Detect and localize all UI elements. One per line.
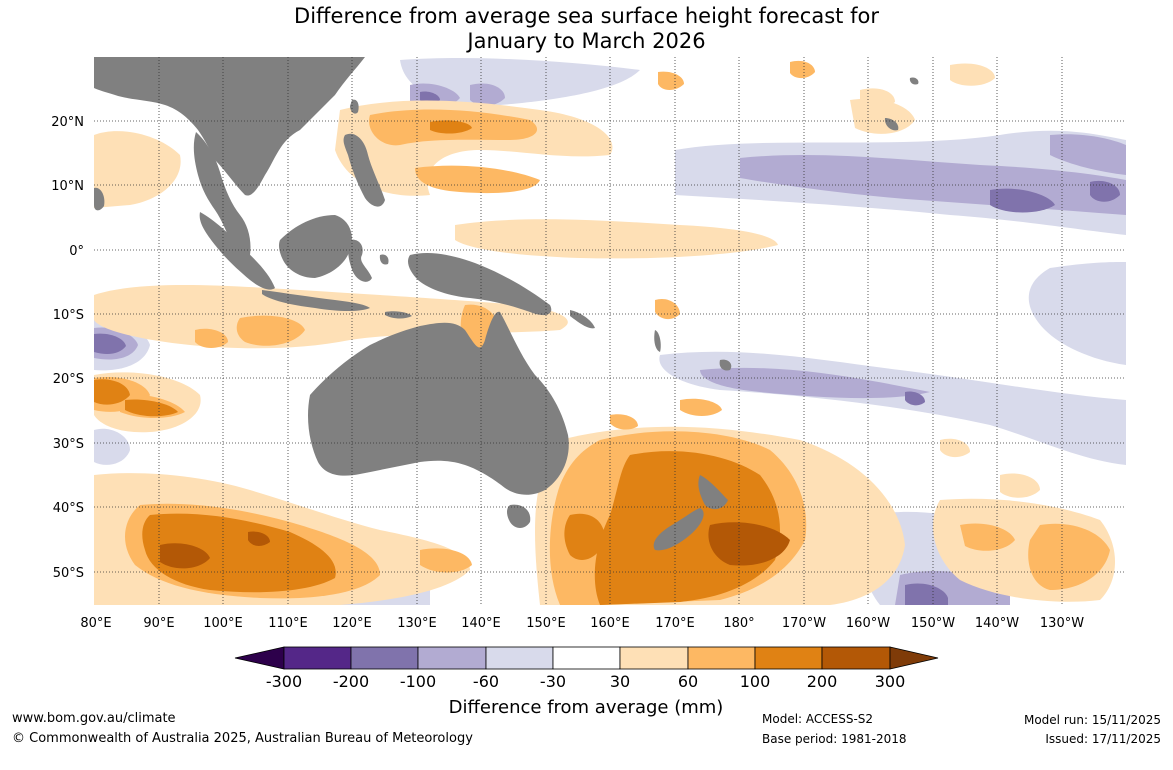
taiwan-island — [350, 99, 359, 114]
colorbar-tick-label: -300 — [266, 672, 302, 691]
colorbar-swatch — [552, 646, 621, 670]
java-island — [262, 290, 370, 311]
colorbar-tick-label: -100 — [400, 672, 436, 691]
lon-label: 170°W — [782, 616, 826, 631]
colorbar-tick-label: 300 — [875, 672, 906, 691]
lon-label: 130°E — [397, 616, 437, 631]
lon-label: 100°E — [203, 616, 243, 631]
colorbar-tick-label: -200 — [333, 672, 369, 691]
tasmania-island — [507, 504, 531, 528]
title-line-2: January to March 2026 — [467, 29, 706, 53]
new-zealand-south-island — [653, 508, 704, 551]
hawaii-islands-small — [909, 77, 919, 85]
philippines-islands — [343, 133, 385, 207]
hainan-island — [271, 127, 284, 139]
colorbar-swatch — [417, 646, 487, 670]
colorbar-tick-label: 30 — [610, 672, 630, 691]
lon-label: 180° — [723, 616, 754, 631]
lat-label: 30°S — [53, 437, 84, 452]
map-plot-area — [94, 57, 1126, 605]
latitude-labels: 20°N 10°N 0° 10°S 20°S 30°S 40°S 50°S — [51, 115, 84, 581]
asia-mainland — [94, 57, 365, 196]
lat-label: 40°S — [53, 501, 84, 516]
colorbar-swatch — [485, 646, 554, 670]
lat-label: 50°S — [53, 566, 84, 581]
hawaii-islands — [884, 118, 899, 131]
lon-label: 160°E — [590, 616, 630, 631]
colorbar: -300 -200 -100 -60 -30 30 60 100 200 300… — [234, 646, 939, 718]
lat-label: 10°S — [53, 308, 84, 323]
lon-label: 120°E — [332, 616, 372, 631]
lat-label: 0° — [69, 244, 84, 259]
sumatra-island — [199, 212, 275, 290]
lat-label: 20°N — [51, 115, 84, 130]
anomaly-band-pos-darkest — [160, 522, 790, 569]
colorbar-title: Difference from average (mm) — [449, 697, 724, 718]
title-line-1: Difference from average sea surface heig… — [294, 4, 879, 28]
model-run-date: Model run: 15/11/2025 — [1023, 713, 1161, 727]
colorbar-swatch — [619, 646, 689, 670]
sulawesi-island — [348, 239, 372, 282]
lon-label: 110°E — [268, 616, 308, 631]
lat-label: 20°S — [53, 372, 84, 387]
lon-label: 130°W — [1040, 616, 1084, 631]
issued-date: Issued: 17/11/2025 — [1045, 732, 1161, 746]
base-period: Base period: 1981-2018 — [762, 732, 907, 746]
new-guinea-island — [407, 253, 552, 316]
colorbar-swatch — [350, 646, 419, 670]
lon-label: 160°W — [846, 616, 890, 631]
sri-lanka-island — [94, 187, 105, 211]
longitude-labels: 80°E 90°E 100°E 110°E 120°E 130°E 140°E … — [80, 616, 1084, 631]
map-title: Difference from average sea surface heig… — [0, 4, 1173, 54]
colorbar-tick-label: -30 — [540, 672, 566, 691]
copyright-notice: © Commonwealth of Australia 2025, Austra… — [12, 731, 473, 746]
map-gridlines — [94, 57, 1126, 605]
colorbar-tick-label: -60 — [473, 672, 499, 691]
colorbar-tick-label: 200 — [807, 672, 838, 691]
lon-label: 150°E — [526, 616, 566, 631]
colorbar-low-extend — [234, 646, 285, 670]
website-link[interactable]: www.bom.gov.au/climate — [12, 711, 176, 726]
lon-label: 170°E — [655, 616, 695, 631]
australia-mainland — [307, 311, 569, 495]
indochina-peninsula — [193, 132, 251, 259]
model-name: Model: ACCESS-S2 — [762, 712, 874, 726]
new-zealand-north-island — [698, 475, 728, 510]
colorbar-high-extend — [889, 646, 939, 670]
colorbar-swatch — [754, 646, 823, 670]
solomon-islands — [570, 310, 595, 329]
lon-label: 140°E — [461, 616, 501, 631]
lon-label: 90°E — [143, 616, 174, 631]
timor-island — [385, 311, 412, 319]
colorbar-swatch — [283, 646, 352, 670]
lon-label: 150°W — [911, 616, 955, 631]
land-masses — [94, 57, 919, 551]
fiji-islands — [719, 359, 732, 371]
colorbar-swatch — [687, 646, 756, 670]
colorbar-tick-label: 60 — [678, 672, 698, 691]
borneo-island — [279, 215, 352, 278]
lon-label: 80°E — [80, 616, 111, 631]
kalimantan-coast-islands — [379, 254, 389, 265]
vanuatu-islands — [654, 330, 661, 352]
colorbar-tick-label: 100 — [740, 672, 771, 691]
lon-label: 140°W — [975, 616, 1019, 631]
lat-label: 10°N — [51, 179, 84, 194]
colorbar-swatch — [821, 646, 891, 670]
